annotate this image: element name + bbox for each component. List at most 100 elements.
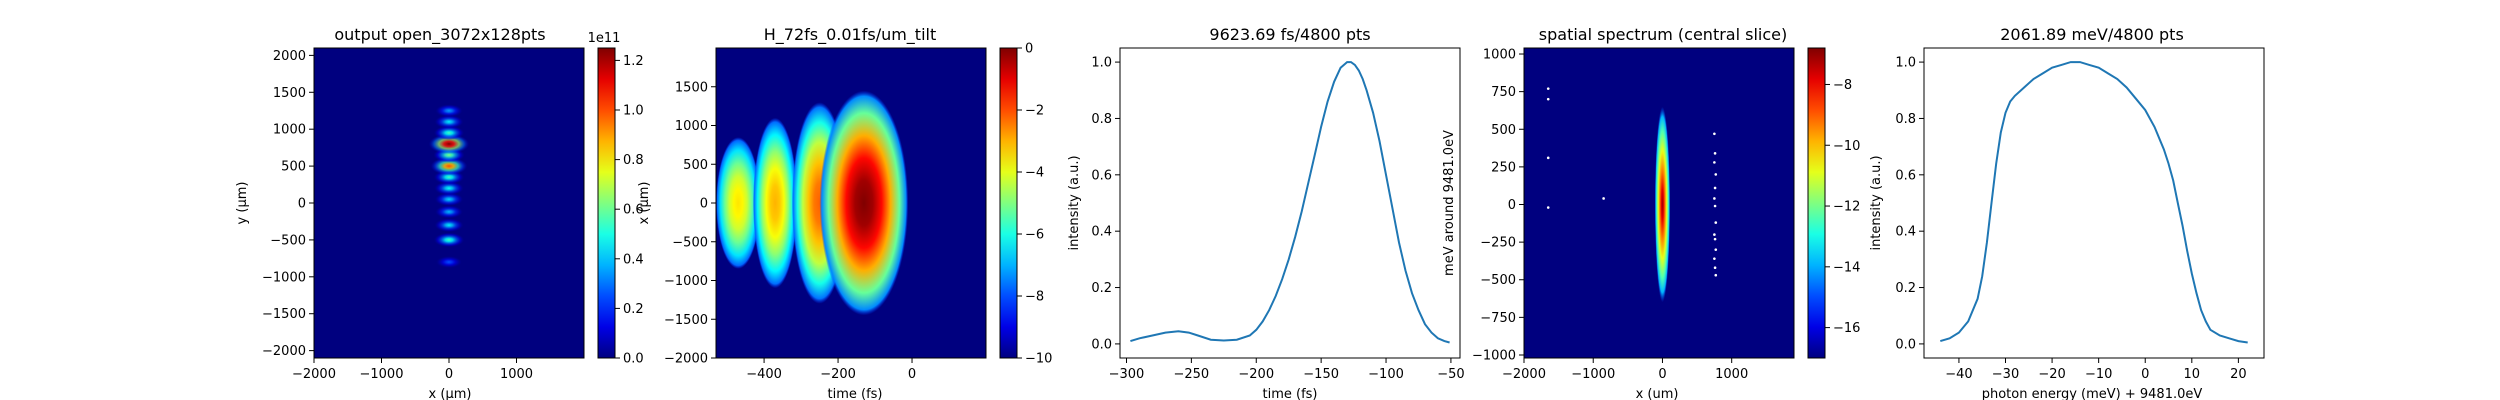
panel3-axes: −300 −250 −200 −150 −100 −50 0.0 0.2 0.4 0.6 0.8 1.…: [1091, 47, 1465, 382]
speckle-point: [1714, 221, 1718, 224]
pulse-lobe: [752, 117, 798, 289]
panel1-colorbar-offset: 1e11: [588, 31, 621, 46]
panel1-x-tick-label: 1000: [500, 367, 533, 382]
panel2-y-tick-label: −1000: [664, 274, 708, 289]
panel4-frame: [1523, 47, 1795, 359]
speckle-point: [1713, 204, 1717, 208]
panel1-y-tick-label: −500: [270, 233, 306, 248]
panel2-colorbar-tick-label: −2: [1025, 104, 1044, 119]
speckle-point: [1713, 237, 1717, 241]
panel3-series-line: [1130, 61, 1450, 344]
panel1-y-label: y (μm): [235, 182, 250, 225]
panel3-plot-area: [1130, 61, 1450, 344]
panel1-y-tick-label: 1500: [273, 86, 306, 101]
panel2-title: H_72fs_0.01fs/um_tilt: [764, 25, 937, 45]
panel5-y-label: intensity (a.u.): [1869, 155, 1884, 250]
panel1-axes: −2000 −1000 0 1000 −2000 −1500 −1000 −500 0 500 10…: [262, 47, 585, 382]
panel1-colorbar-tick-label: 0.0: [623, 352, 644, 367]
panel2-colorbar-tick-label: −4: [1025, 166, 1044, 181]
panel1-colorbar-tick-label: 0.4: [623, 252, 644, 267]
panel4-x-tick-label: −2000: [1502, 367, 1546, 382]
speckle-point: [1714, 248, 1718, 251]
panel4-y-tick-label: 0: [1508, 198, 1516, 213]
panel1-x-label: x (μm): [429, 387, 472, 400]
panel4-y-tick-label: 1000: [1483, 48, 1516, 63]
panel2-y-tick-label: 1500: [675, 80, 708, 95]
panel1-y-tick-label: 1000: [273, 123, 306, 138]
panel2-y-tick-label: 500: [683, 158, 708, 173]
panel4-y-tick-label: 750: [1491, 85, 1516, 100]
panel5-axes: −40 −30 −20 −10 0 10 20 0.0 0.2 0.4 0.6 0.8 1.0: [1895, 47, 2265, 382]
panel3-x-label: time (fs): [1263, 387, 1318, 400]
panel1-y-tick-label: −1000: [262, 270, 306, 285]
speckle-point: [1546, 87, 1550, 90]
panel5-x-label: photon energy (meV) + 9481.0eV: [1982, 387, 2203, 400]
panel4-colorbar-tick-label: −12: [1833, 200, 1860, 215]
speckle-point: [1713, 266, 1717, 270]
panel5-y-tick-label: 1.0: [1895, 56, 1916, 71]
panel1-y-tick-label: 2000: [273, 49, 306, 64]
panel4-colorbar: −8 −10 −12 −14 −16: [1807, 47, 1860, 359]
panel3-y-tick-label: 0.0: [1091, 337, 1112, 352]
panel2-y-tick-label: −500: [672, 235, 708, 250]
panel2-colorbar-tick-label: −8: [1025, 290, 1044, 305]
panel3-x-tick-label: −50: [1437, 367, 1464, 382]
panel2-plot-area: [716, 48, 986, 358]
panel5-x-tick-label: −10: [2085, 367, 2112, 382]
panel2-colorbar-tick-label: −6: [1025, 228, 1044, 243]
panel4-colorbar-gradient: [1807, 47, 1826, 359]
fringe-band: [435, 104, 463, 118]
panel1-x-tick-label: −1000: [360, 367, 404, 382]
panel5-y-tick-label: 0.2: [1895, 281, 1916, 296]
panel2-colorbar-gradient: [999, 47, 1018, 359]
fringe-band: [434, 181, 464, 196]
panel4-y-tick-label: −250: [1480, 236, 1516, 251]
pulse-lobe: [716, 137, 761, 269]
panel-spatial-spectrum: spatial spectrum (central slice) −2000 −1…: [1442, 25, 1860, 400]
panel2-y-tick-label: 1000: [675, 119, 708, 134]
fringe-band: [434, 115, 464, 129]
panel5-frame: [1923, 47, 2265, 359]
panel3-frame: [1119, 47, 1461, 359]
panel1-colorbar-tick-label: 0.8: [623, 153, 644, 168]
panel-energy-spectrum: 2061.89 meV/4800 pts −40 −30 −20 −10 0 10 20 0.…: [1869, 25, 2265, 400]
panel3-y-tick-label: 0.6: [1091, 168, 1112, 183]
panel5-title: 2061.89 meV/4800 pts: [2000, 25, 2184, 44]
speckle-point: [1713, 161, 1716, 164]
speckle-point: [1713, 132, 1716, 136]
fringe-band: [434, 192, 464, 206]
panel5-x-tick-label: 10: [2184, 367, 2201, 382]
panel3-y-tick-label: 1.0: [1091, 56, 1112, 71]
speckle-point: [1713, 186, 1717, 190]
panel1-y-tick-label: −1500: [262, 307, 306, 322]
panel5-series-line: [1940, 61, 2248, 344]
speckle-point: [1546, 97, 1550, 101]
pulse-lobe: [819, 90, 909, 316]
panel4-x-tick-label: 0: [1658, 367, 1666, 382]
speckle-point: [1713, 152, 1717, 155]
panel1-colorbar-tick-label: 1.2: [623, 54, 644, 69]
panel1-y-tick-label: 500: [281, 160, 306, 175]
panel2-x-tick-label: −400: [746, 367, 782, 382]
panel3-x-tick-label: −300: [1109, 367, 1145, 382]
panel3-y-tick-label: 0.2: [1091, 281, 1112, 296]
fringe-band: [428, 133, 470, 154]
speckle-point: [1713, 233, 1716, 236]
panel1-y-tick-label: 0: [298, 197, 306, 212]
panel1-title: output open_3072x128pts: [334, 25, 545, 45]
speckle-point: [1713, 197, 1716, 200]
panel5-x-tick-label: −40: [1945, 367, 1972, 382]
speckle-point: [1714, 173, 1718, 176]
panel-time-profile: 9623.69 fs/4800 pts −300 −250 −200 −150 −100…: [1067, 25, 1465, 400]
panel1-colorbar-tick-label: 1.0: [623, 104, 644, 119]
panel4-colorbar-tick-label: −16: [1833, 321, 1860, 336]
panel4-x-tick-label: −1000: [1571, 367, 1615, 382]
speckle-point: [1713, 257, 1716, 260]
speckle-point: [1546, 206, 1550, 209]
panel4-colorbar-tick-label: −10: [1833, 139, 1860, 154]
panel4-colorbar-tick-label: −8: [1833, 78, 1852, 93]
speckle-point: [1546, 156, 1550, 160]
fringe-band: [433, 125, 465, 141]
panel3-x-tick-label: −150: [1303, 367, 1339, 382]
